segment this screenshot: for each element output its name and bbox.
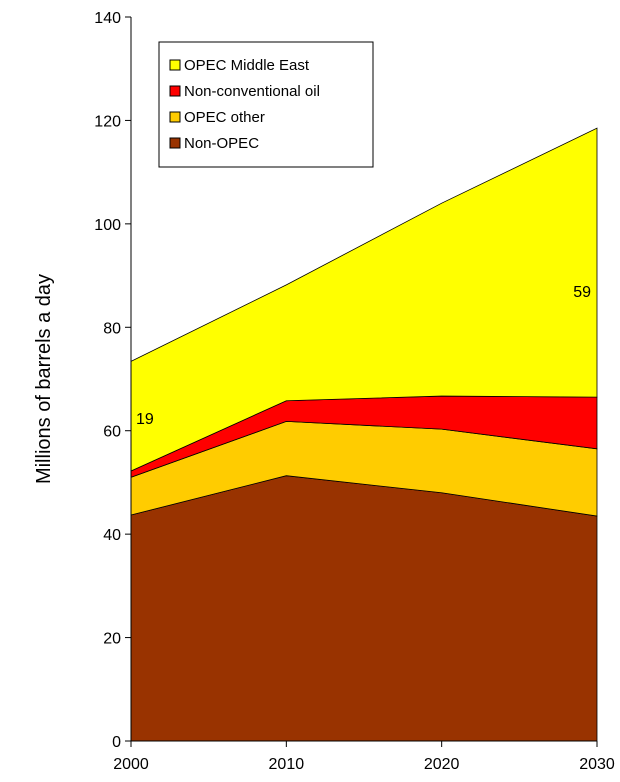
y-axis-label: Millions of barrels a day — [33, 274, 55, 484]
area-opec-middle-east — [130, 127, 598, 472]
x-tick-label: 2010 — [269, 756, 305, 773]
legend-swatch-non-conventional-oil — [169, 85, 181, 97]
y-tick-label: 40 — [103, 527, 121, 544]
y-tick-label: 80 — [103, 320, 121, 337]
annotation-label: 19 — [136, 411, 154, 428]
legend-swatch-opec-other — [169, 111, 181, 123]
legend-box — [158, 41, 374, 168]
legend-label-opec-middle-east: OPEC Middle East — [184, 57, 310, 74]
legend: OPEC Middle East Non-conventional oil OPEC… — [158, 41, 374, 168]
axes-group — [130, 17, 597, 742]
legend-label-non-opec: Non-OPEC — [184, 135, 259, 152]
y-tick-label: 0 — [112, 734, 121, 751]
y-axis-ticks: 0 20 40 60 80 100 120 140 — [94, 10, 131, 751]
y-tick-label: 20 — [103, 631, 121, 648]
x-tick-label: 2000 — [113, 756, 149, 773]
y-tick-label: 60 — [103, 424, 121, 441]
annotation-label: 59 — [573, 284, 591, 301]
y-tick-label: 120 — [94, 113, 121, 130]
x-axis-ticks: 2000 2010 2020 2030 — [113, 741, 615, 773]
x-tick-label: 2030 — [579, 756, 615, 773]
legend-label-opec-other: OPEC other — [184, 109, 265, 126]
legend-swatch-non-opec — [169, 137, 181, 149]
legend-label-non-conventional-oil: Non-conventional oil — [184, 83, 320, 100]
y-tick-label: 140 — [94, 10, 121, 27]
area-series-group — [130, 127, 598, 742]
area-non-opec — [130, 475, 598, 742]
y-tick-label: 100 — [94, 217, 121, 234]
legend-swatch-opec-middle-east — [169, 59, 181, 71]
x-tick-label: 2020 — [424, 756, 460, 773]
